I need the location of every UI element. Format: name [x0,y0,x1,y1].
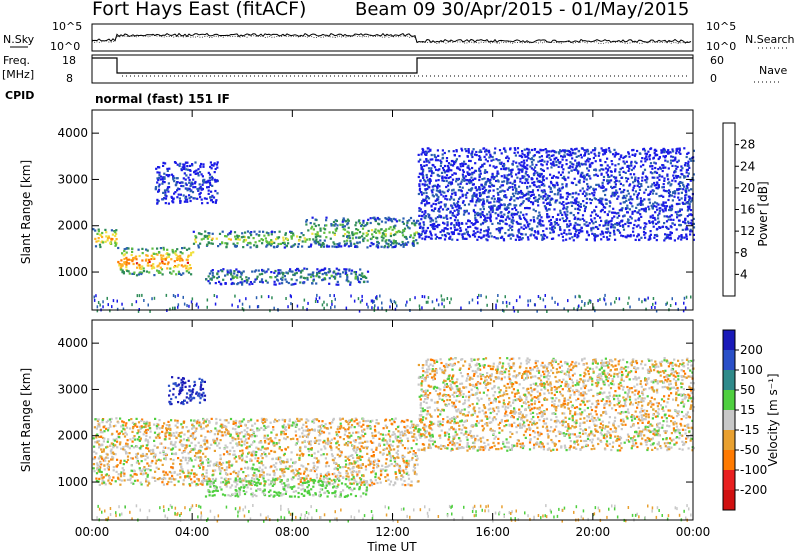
velocity-ylabel: Slant Range [km] [19,368,33,472]
velocity-ytick-label: 3000 [57,382,88,396]
velocity-cb-label: 200 [740,343,763,357]
velocity-cb-label: -15 [740,423,760,437]
xtick-label: 04:00 [175,525,210,539]
nsearch-trace [91,35,692,44]
velocity-swatch [723,490,735,511]
velocity-ytick-label: 1000 [57,475,88,489]
power-ylabel: Slant Range [km] [19,160,33,264]
freq-label: Freq. [3,54,30,67]
freq-trace [92,57,693,74]
velocity-swatch [723,370,735,391]
power-cb-label: 8 [740,246,748,260]
velocity-colorbar: 200 100 50 15 -15 -50 -100 -200 [722,329,767,511]
nave-tick-bottom: 0 [710,72,717,85]
nsky-tick-top: 10^5 [52,20,82,33]
power-cb-label: 20 [740,181,755,195]
velocity-swatch [723,330,735,351]
velocity-swatch [723,350,735,371]
velocity-ytick-label: 4000 [57,336,88,350]
time-axis: 00:00 04:00 08:00 12:00 16:00 20:00 00:00 [75,110,711,539]
nsearch-label: N.Search [745,33,795,46]
freq-unit: [MHz] [2,68,34,81]
nsky-trace [91,32,692,44]
power-colorbar-label: Power [dB] [756,181,770,246]
beam-date-title: Beam 09 30/Apr/2015 - 01/May/2015 [355,0,690,20]
xtick-label: 16:00 [475,525,510,539]
freq-tick-bottom: 8 [66,72,73,85]
power-axes: 1000 2000 3000 4000 [57,126,693,279]
velocity-cb-label: 15 [740,403,755,417]
nsky-panel-frame [91,23,694,52]
power-heatmap [92,147,696,313]
velocity-colorbar-frame [722,329,736,511]
xtick-label: 00:00 [75,525,110,539]
xtick-label: 12:00 [375,525,410,539]
power-cb-label: 28 [740,138,755,152]
velocity-swatch [723,470,735,491]
power-colorbar-frame [722,122,736,297]
velocity-swatch [723,410,735,431]
velocity-ytick-label: 2000 [57,429,88,443]
nsky-tick-bottom: 10^0 [50,40,80,53]
power-colorbar: 4 8 12 16 20 24 28 [722,122,755,297]
mode-text: normal (fast) 151 IF [95,92,230,106]
velocity-swatch [723,430,735,451]
power-ytick-label: 4000 [57,126,88,140]
noise-traces [91,32,692,44]
velocity-cb-label: 100 [740,363,763,377]
velocity-colorbar-label: Velocity [m s⁻¹] [766,373,780,466]
power-cb-label: 16 [740,203,755,217]
velocity-cb-label: -100 [740,463,767,477]
power-ytick-label: 1000 [57,265,88,279]
xtick-label: 00:00 [676,525,711,539]
velocity-swatch [723,450,735,471]
power-ytick-label: 2000 [57,219,88,233]
xtick-label: 08:00 [275,525,310,539]
nave-tick-top: 60 [710,54,724,67]
velocity-cb-label: -200 [740,483,767,497]
power-cb-label: 4 [740,267,748,281]
nave-label: Nave [759,64,787,77]
nsky-label: N.Sky [3,33,35,46]
station-title: Fort Hays East (fitACF) [92,0,307,20]
nsearch-tick-bottom: 10^0 [706,40,736,53]
xtick-label: 20:00 [576,525,611,539]
power-cb-label: 12 [740,224,755,238]
cpid-label: CPID [5,89,34,102]
nsearch-tick-top: 10^5 [706,20,736,33]
power-ytick-label: 3000 [57,172,88,186]
velocity-cb-label: -50 [740,443,760,457]
time-xlabel: Time UT [366,540,417,554]
velocity-heatmap [92,357,695,523]
freq-tick-top: 18 [62,54,76,67]
velocity-cb-label: 50 [740,383,755,397]
velocity-swatch [723,390,735,411]
power-cb-label: 24 [740,159,755,173]
freq-panel-frame [91,54,694,84]
velocity-axes: 1000 2000 3000 4000 [57,336,693,489]
